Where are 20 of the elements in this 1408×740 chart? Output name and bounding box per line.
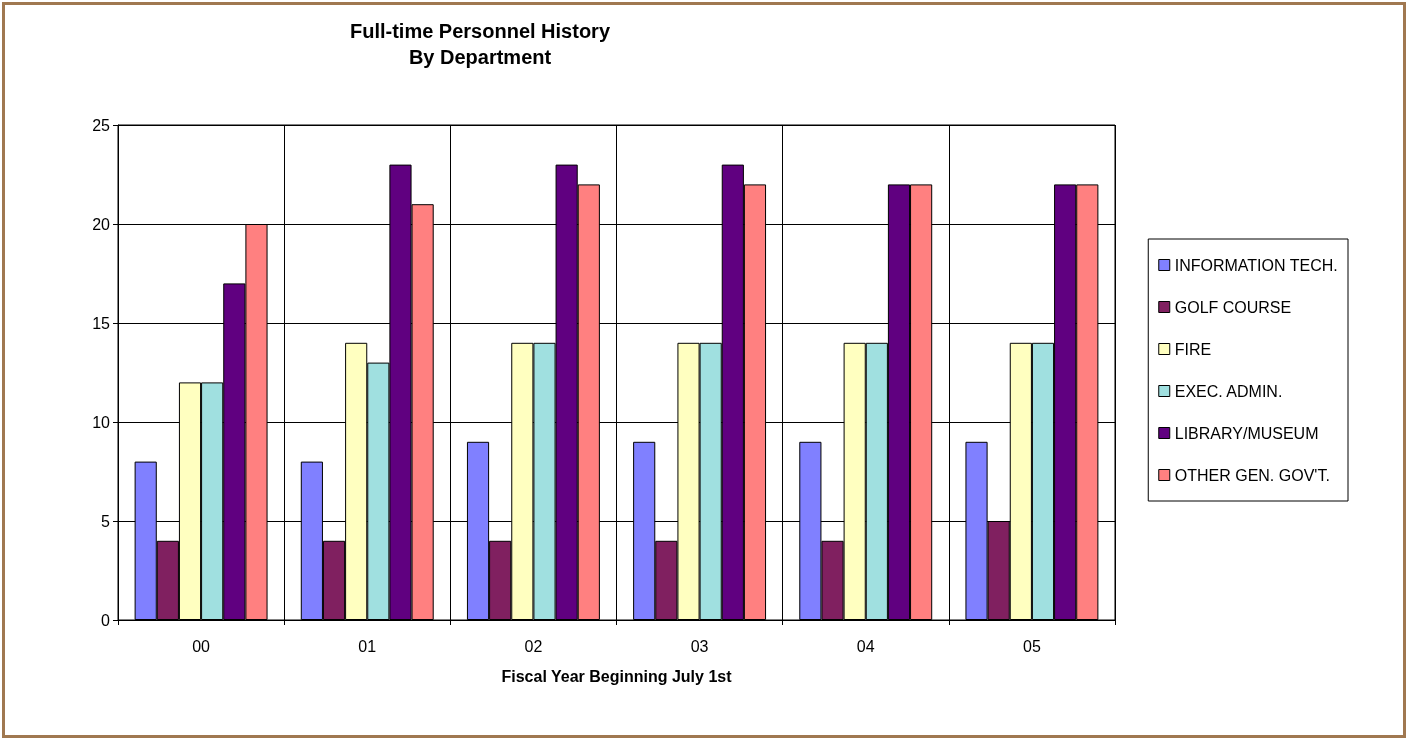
y-tick-label: 15 bbox=[92, 314, 111, 332]
legend-label: GOLF COURSE bbox=[1174, 298, 1292, 316]
legend-label: OTHER GEN. GOV'T. bbox=[1174, 466, 1330, 484]
y-tick-label: 25 bbox=[92, 116, 111, 134]
legend-label: EXEC. ADMIN. bbox=[1174, 382, 1283, 400]
x-tick-label: 05 bbox=[1023, 637, 1041, 655]
chart-title: Full-time Personnel History By Department bbox=[349, 20, 611, 68]
x-tick-label: 00 bbox=[192, 637, 211, 655]
y-tick-label: 5 bbox=[101, 512, 111, 530]
legend-label: FIRE bbox=[1174, 340, 1212, 358]
x-tick-label: 02 bbox=[524, 637, 543, 655]
y-tick-label: 10 bbox=[92, 413, 111, 431]
y-tick-label: 0 bbox=[101, 611, 111, 629]
x-axis-title: Fiscal Year Beginning July 1st bbox=[501, 667, 733, 685]
x-tick-label: 04 bbox=[856, 637, 875, 655]
legend-label: LIBRARY/MUSEUM bbox=[1174, 424, 1319, 442]
y-tick-label: 20 bbox=[92, 215, 111, 233]
x-tick-label: 01 bbox=[358, 637, 377, 655]
legend-label: INFORMATION TECH. bbox=[1174, 256, 1338, 274]
x-tick-label: 03 bbox=[690, 637, 709, 655]
